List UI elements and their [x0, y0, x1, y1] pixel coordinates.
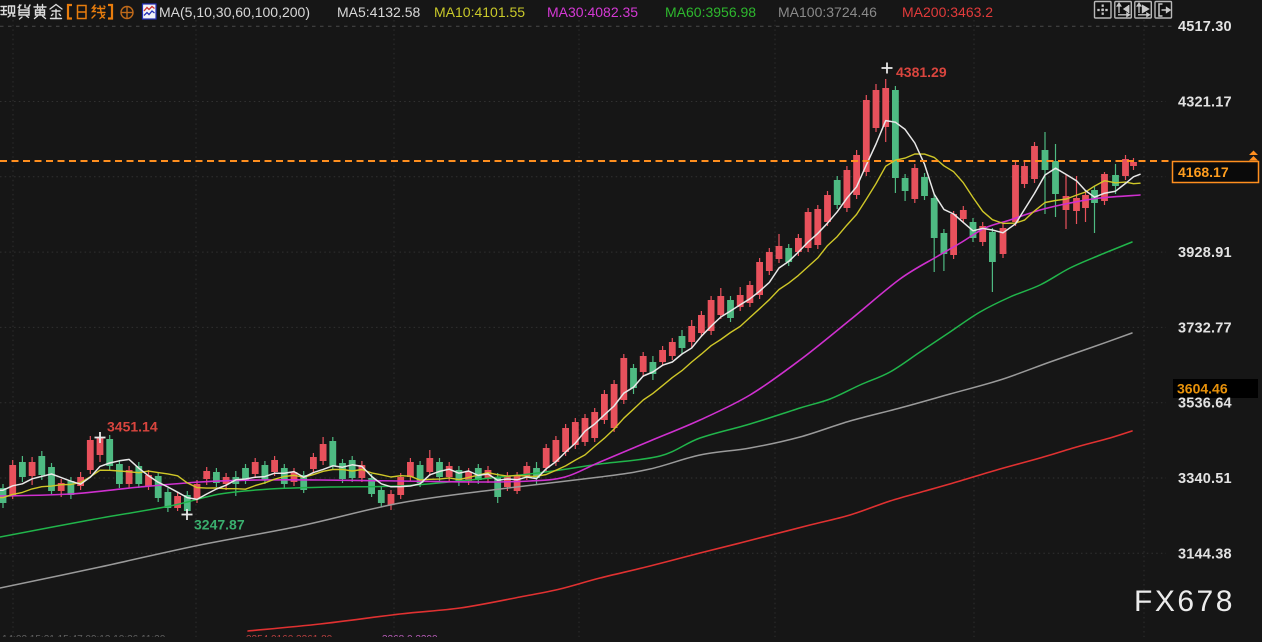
svg-text:MA100:3724.46: MA100:3724.46 [778, 4, 877, 20]
svg-text:MA60:3956.98: MA60:3956.98 [665, 4, 756, 20]
svg-text:MA200:3463.2: MA200:3463.2 [902, 4, 993, 20]
svg-text:3451.14: 3451.14 [107, 419, 158, 435]
svg-text:4321.17: 4321.17 [1178, 95, 1232, 111]
svg-text:MA(5,10,30,60,100,200): MA(5,10,30,60,100,200) [159, 4, 310, 20]
svg-text:3928.91: 3928.91 [1178, 245, 1232, 261]
svg-text:4168.17: 4168.17 [1178, 164, 1229, 180]
svg-text:3604.46: 3604.46 [1177, 381, 1228, 397]
svg-text:MA10:4101.55: MA10:4101.55 [434, 4, 525, 20]
svg-text:3732.77: 3732.77 [1178, 320, 1232, 336]
svg-text:FX678: FX678 [1134, 585, 1235, 618]
svg-text:4381.29: 4381.29 [896, 64, 947, 80]
svg-text:3340.51: 3340.51 [1178, 471, 1232, 487]
svg-text:MA30:4082.35: MA30:4082.35 [547, 4, 638, 20]
svg-text:4517.30: 4517.30 [1178, 19, 1232, 35]
svg-text:3144.38: 3144.38 [1178, 546, 1232, 562]
svg-text:3536.64: 3536.64 [1178, 396, 1232, 412]
svg-text:3247.87: 3247.87 [194, 517, 245, 533]
svg-text:MA5:4132.58: MA5:4132.58 [337, 4, 420, 20]
